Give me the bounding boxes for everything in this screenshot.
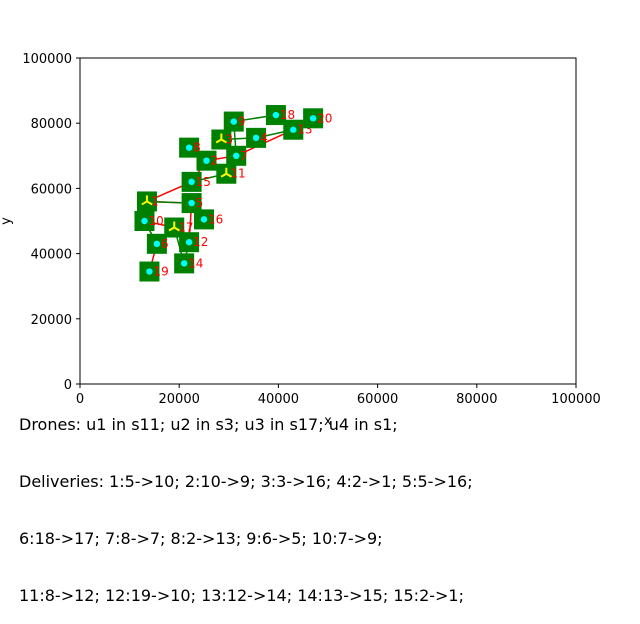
plot-frame (79, 57, 577, 385)
station-label: 14 (188, 256, 203, 270)
caption-line: Deliveries: 1:5->10; 2:10->9; 3:3->16; 4… (19, 472, 473, 491)
y-axis-label: y (0, 217, 14, 225)
caption: Drones: u1 in s11; u2 in s3; u3 in s17; … (19, 377, 634, 624)
y-tick-label: 40000 (31, 248, 72, 263)
caption-line: Drones: u1 in s11; u2 in s3; u3 in s17; … (19, 415, 398, 434)
station-label: 5 (196, 196, 204, 210)
station-node-dot (146, 268, 153, 275)
caption-line: 6:18->17; 7:8->7; 8:2->13; 9:6->5; 10:7-… (19, 529, 383, 548)
station-label: 7 (240, 149, 248, 163)
station-label: 17 (178, 221, 193, 235)
drone-marker (215, 133, 228, 144)
station-node-dot (153, 240, 161, 248)
station-label: 10 (148, 214, 163, 228)
y-tick-label: 80000 (31, 117, 72, 132)
drone-marker (168, 221, 180, 232)
station-label: 12 (193, 235, 208, 249)
x-axis-label: x (324, 414, 332, 429)
station-label: 3 (225, 133, 233, 147)
x-tick-label: 80000 (456, 392, 497, 407)
station-node-dot (141, 217, 148, 225)
station-label: 8 (193, 141, 201, 155)
y-tick-label: 60000 (31, 182, 72, 197)
y-tick-label: 20000 (31, 313, 72, 328)
station-label: 19 (153, 265, 168, 279)
caption-line: 11:8->12; 12:19->10; 13:12->14; 14:13->1… (19, 586, 464, 605)
station-label: 2 (210, 154, 218, 168)
station-label: 18 (280, 108, 295, 122)
station-label: 1 (151, 194, 159, 208)
drone-marker-arm (220, 138, 228, 144)
x-tick-label: 20000 (159, 392, 200, 407)
y-tick-label: 100000 (22, 52, 72, 67)
station-node-dot (252, 134, 260, 142)
station-node-dot (230, 118, 237, 125)
drone-marker (220, 167, 233, 178)
x-tick-label: 60000 (357, 392, 398, 407)
drone-marker-arm (141, 200, 148, 206)
drone-marker-arm (173, 226, 180, 232)
station-node-dot (185, 144, 193, 151)
drone-marker-arm (146, 200, 153, 206)
station-label: 4 (260, 131, 268, 145)
drone-marker-arm (225, 172, 233, 178)
drone-marker-arm (168, 226, 175, 232)
axes-layer: 0 20000 40000 60000 80000 100000 0 20000 40000 60… (0, 52, 601, 429)
station-label: 9 (238, 115, 246, 129)
x-tick-label: 100000 (551, 392, 601, 407)
station-label: 16 (208, 212, 223, 226)
x-tick-label: 40000 (258, 392, 299, 407)
station-node-dot (233, 152, 240, 159)
station-node-dot (188, 199, 195, 207)
station-node-dot (203, 157, 210, 164)
station-label: 15 (196, 175, 211, 189)
drone-marker-arm (220, 172, 227, 178)
y-tick-label: 0 (64, 378, 72, 393)
drone-marker (141, 195, 153, 206)
station-label: 20 (317, 111, 332, 125)
station-node-dot (309, 115, 317, 122)
station-node-dot (180, 260, 188, 267)
station-label: 6 (161, 237, 169, 251)
x-tick-label: 0 (76, 392, 84, 407)
station-node-dot (290, 126, 297, 133)
station-node-dot (272, 111, 280, 119)
station-node-dot (200, 216, 208, 223)
drone-marker-arm (215, 138, 222, 144)
station-node-dot (188, 178, 195, 186)
station-label: 11 (230, 167, 245, 181)
station-node-dot (185, 238, 193, 246)
